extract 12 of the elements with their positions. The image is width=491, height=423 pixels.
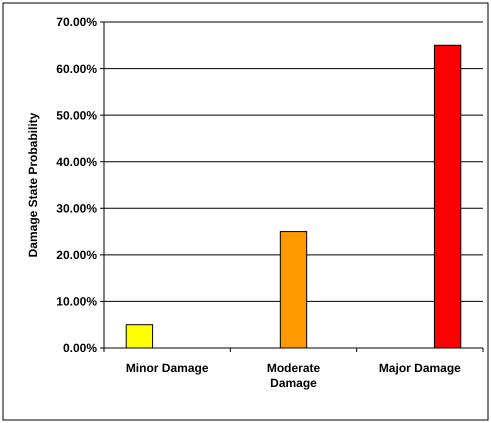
- x-tick-label: Moderate Damage: [266, 361, 320, 390]
- y-tick-label: 60.00%: [56, 62, 98, 76]
- y-tick-label: 70.00%: [56, 15, 98, 30]
- x-tick-label: Major Damage: [378, 361, 462, 375]
- y-tick-label: 20.00%: [56, 248, 98, 262]
- y-tick-label: 40.00%: [56, 154, 98, 169]
- y-axis-title: Damage State Probability: [26, 112, 40, 258]
- y-tick-label: 30.00%: [56, 201, 98, 216]
- x-tick-label: Minor Damage: [126, 361, 209, 375]
- y-tick-label: 10.00%: [56, 294, 98, 309]
- y-tick-label: 0.00%: [62, 341, 98, 356]
- y-tick-label: 50.00%: [56, 108, 98, 122]
